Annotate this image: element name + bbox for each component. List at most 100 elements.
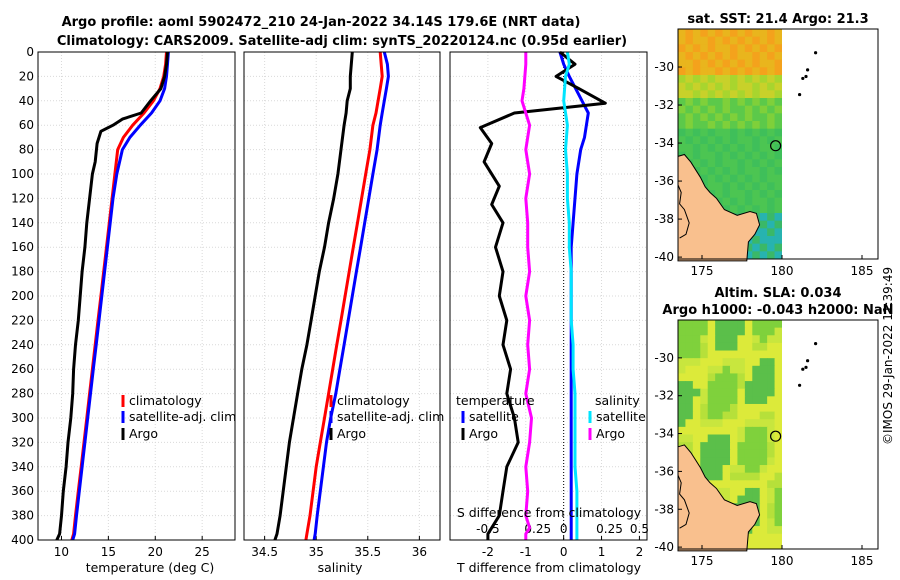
map-data-cell bbox=[685, 442, 694, 451]
map-data-cell bbox=[692, 128, 701, 137]
map-data-cell bbox=[678, 44, 686, 53]
map-data-cell bbox=[692, 388, 701, 397]
map-data-cell bbox=[744, 411, 753, 420]
depth-tick-label: 60 bbox=[19, 118, 34, 132]
depth-tick-label: 100 bbox=[11, 167, 34, 181]
map-xtick-label: 180 bbox=[771, 264, 794, 278]
map-data-cell bbox=[715, 90, 724, 99]
map-data-cell bbox=[707, 182, 716, 191]
map-data-cell bbox=[752, 136, 761, 145]
map-data-cell bbox=[767, 526, 776, 535]
argo-position-marker bbox=[769, 430, 782, 442]
legend-temp-argo: Argo bbox=[129, 426, 158, 441]
map-data-cell bbox=[692, 411, 701, 420]
map-data-cell bbox=[744, 113, 753, 122]
map-data-cell bbox=[744, 335, 753, 344]
depth-tick-label: 340 bbox=[11, 460, 34, 474]
map-data-cell bbox=[730, 365, 738, 374]
map-data-cell bbox=[715, 434, 724, 443]
map-data-cell bbox=[744, 44, 753, 53]
map-data-cell bbox=[678, 419, 686, 428]
map-data-cell bbox=[722, 342, 731, 352]
map-data-cell bbox=[678, 350, 686, 359]
map-data-cell bbox=[737, 350, 746, 359]
map-axes-frame bbox=[677, 319, 879, 550]
difference-xtick-top-label: 0.25 bbox=[524, 522, 551, 536]
map-data-cell bbox=[774, 487, 783, 497]
map-data-cell bbox=[767, 449, 776, 458]
map-data-cell bbox=[730, 426, 738, 435]
map-data-cell bbox=[767, 365, 776, 374]
map-data-cell bbox=[707, 82, 716, 91]
map-data-cell bbox=[700, 327, 709, 336]
depth-tick-label: 0 bbox=[26, 45, 34, 59]
map-data-cell bbox=[707, 419, 716, 428]
map-data-cell bbox=[715, 128, 724, 137]
map-data-cell bbox=[678, 36, 686, 45]
map-data-cell bbox=[774, 503, 783, 512]
map-data-cell bbox=[678, 388, 686, 397]
map-data-cell bbox=[759, 90, 768, 99]
map-ytick-label: -38 bbox=[654, 502, 674, 516]
sla-map-title-line2: Argo h1000: -0.043 h2000: NaN bbox=[662, 303, 893, 318]
map-data-cell bbox=[722, 373, 731, 382]
map-xtick-label: 175 bbox=[691, 554, 714, 568]
legend-salinity: climatology satellite-adj. clim Argo bbox=[329, 393, 444, 441]
map-data-cell bbox=[730, 388, 738, 397]
map-data-cell bbox=[744, 59, 753, 68]
kermadec-island-marker bbox=[814, 51, 818, 55]
map-data-cell bbox=[759, 457, 768, 466]
map-data-cell bbox=[774, 29, 783, 38]
map-data-cell bbox=[707, 457, 716, 466]
map-data-cell bbox=[767, 480, 776, 489]
map-data-cell bbox=[730, 457, 738, 466]
map-data-cell bbox=[730, 121, 738, 130]
map-data-cell bbox=[730, 174, 738, 183]
map-data-cell bbox=[737, 495, 746, 504]
map-data-cell bbox=[752, 59, 761, 68]
map-data-cell bbox=[744, 243, 753, 252]
map-data-cell bbox=[730, 487, 738, 497]
imos-credit: ©IMOS 29-Jan-2022 11:39:49 bbox=[881, 267, 895, 445]
map-data-cell bbox=[752, 36, 761, 45]
map-data-cell bbox=[759, 236, 768, 245]
map-data-cell bbox=[678, 335, 686, 344]
map-data-cell bbox=[744, 29, 753, 38]
map-data-cell bbox=[692, 442, 701, 451]
map-data-cell bbox=[700, 426, 709, 435]
map-data-cell bbox=[752, 67, 761, 76]
map-data-cell bbox=[722, 320, 731, 329]
temperature-series-satellite-adj-clim bbox=[71, 51, 170, 541]
map-data-cell bbox=[678, 434, 686, 443]
map-data-cell bbox=[752, 426, 761, 435]
map-data-cell bbox=[774, 358, 783, 367]
map-data-cell bbox=[752, 190, 761, 199]
map-data-cell bbox=[774, 75, 783, 84]
map-data-cell bbox=[759, 167, 768, 176]
map-data-cell bbox=[759, 503, 768, 512]
map-data-cell bbox=[722, 98, 731, 107]
difference-xtick-top-label: 0.25 bbox=[596, 522, 623, 536]
map-data-cell bbox=[707, 388, 716, 397]
map-data-cell bbox=[759, 121, 768, 130]
map-data-cell bbox=[737, 98, 746, 107]
map-data-cell bbox=[767, 396, 776, 405]
map-data-cell bbox=[774, 533, 783, 542]
map-data-cell bbox=[678, 67, 686, 76]
map-data-cell bbox=[685, 388, 694, 397]
temperature-xtick-label: 10 bbox=[54, 545, 69, 559]
map-data-cell bbox=[685, 128, 694, 137]
map-data-cell bbox=[744, 197, 753, 206]
map-data-cell bbox=[707, 342, 716, 352]
map-data-cell bbox=[752, 159, 761, 168]
map-data-cell bbox=[737, 136, 746, 145]
map-data-cell bbox=[715, 190, 724, 199]
map-data-cell bbox=[767, 457, 776, 466]
depth-tick-label: 400 bbox=[11, 533, 34, 547]
difference-xtick-label: 1 bbox=[598, 545, 606, 559]
map-data-cell bbox=[737, 487, 746, 497]
map-data-cell bbox=[767, 190, 776, 199]
map-data-cell bbox=[715, 113, 724, 122]
map-data-cell bbox=[744, 403, 753, 413]
